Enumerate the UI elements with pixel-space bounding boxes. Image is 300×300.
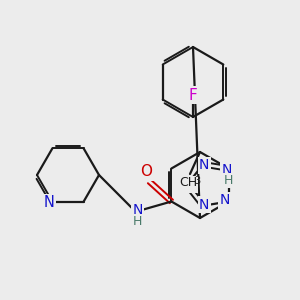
Text: N: N [132,202,142,217]
Text: N: N [199,158,209,172]
Text: N: N [221,163,232,176]
Text: N: N [199,198,209,212]
Text: CH: CH [179,176,197,190]
Text: 3: 3 [194,176,200,186]
Text: F: F [189,88,197,103]
Text: H: H [133,215,142,228]
Text: N: N [44,195,55,210]
Text: O: O [140,164,152,179]
Text: N: N [219,194,230,208]
Text: N: N [187,178,197,192]
Text: H: H [224,174,233,187]
